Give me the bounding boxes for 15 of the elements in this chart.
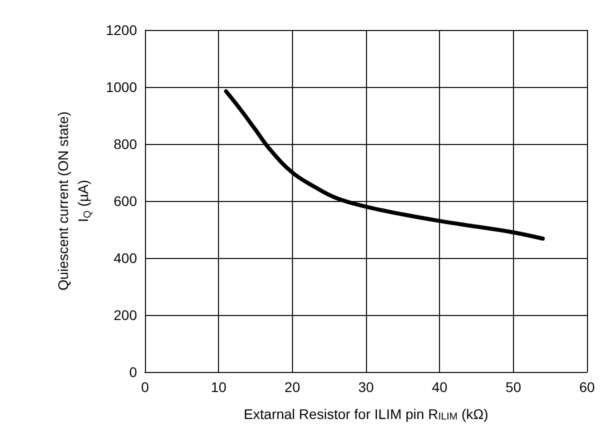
y-tick-label: 1200 <box>106 22 138 38</box>
x-tick-label: 20 <box>284 379 300 395</box>
y-tick-label: 600 <box>114 193 138 209</box>
x-tick-label: 60 <box>579 379 595 395</box>
x-tick-label: 10 <box>210 379 227 395</box>
y-tick-label: 800 <box>114 136 138 152</box>
x-tick-label: 0 <box>141 379 150 395</box>
x-tick-label: 40 <box>432 379 448 395</box>
y-tick-label: 0 <box>129 364 138 380</box>
y-tick-label: 200 <box>114 307 138 323</box>
x-tick-label: 30 <box>358 379 374 395</box>
y-tick-label: 400 <box>114 250 138 266</box>
x-tick-label: 50 <box>506 379 522 395</box>
x-axis-title: Extarnal Resistor for ILIM pin RILIM (kΩ) <box>244 406 488 422</box>
y-tick-label: 1000 <box>106 79 138 95</box>
